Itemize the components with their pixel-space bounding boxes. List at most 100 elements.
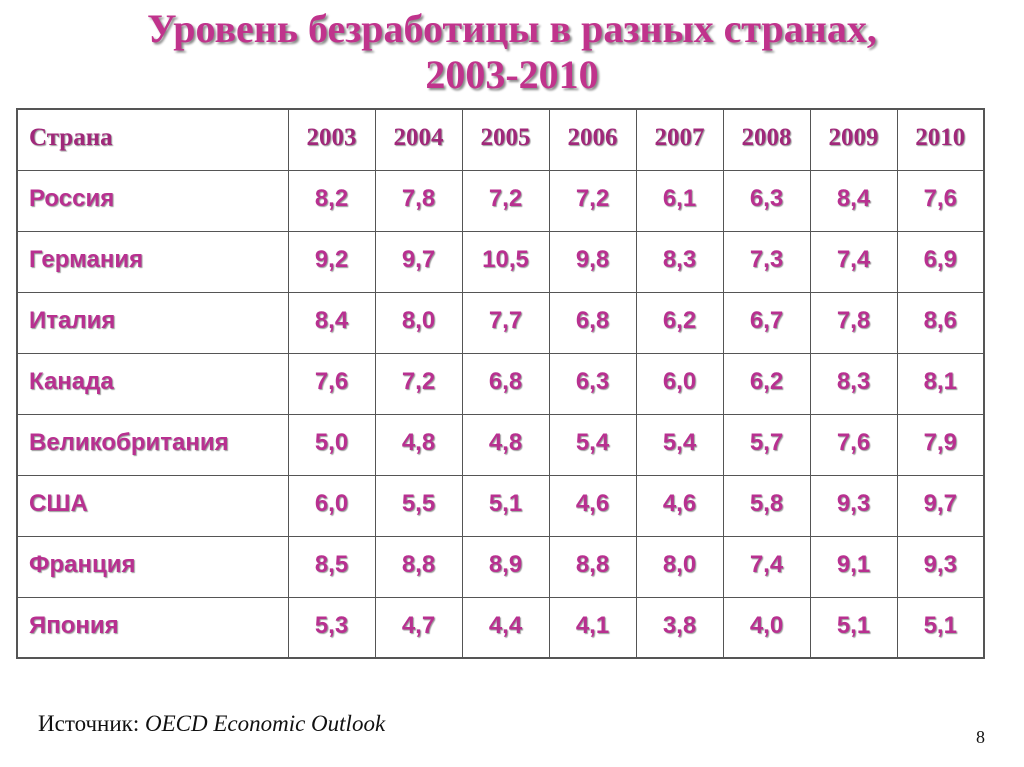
value-cell: 8,0 (635, 535, 724, 598)
value-cell: 8,4 (809, 169, 898, 232)
value-cell: 8,0 (374, 291, 463, 354)
value-cell: 9,3 (809, 474, 898, 537)
header-year: 2010 (896, 108, 985, 171)
value-cell: 7,3 (722, 230, 811, 293)
value-cell: 8,3 (635, 230, 724, 293)
table-row: США 6,0 5,5 5,1 4,6 4,6 5,8 9,3 9,7 (16, 474, 985, 537)
value-cell: 5,1 (809, 596, 898, 659)
country-cell: Россия (16, 169, 289, 232)
value-cell: 8,8 (548, 535, 637, 598)
value-cell: 6,0 (635, 352, 724, 415)
value-cell: 9,3 (896, 535, 985, 598)
value-cell: 8,4 (287, 291, 376, 354)
country-cell: Германия (16, 230, 289, 293)
value-cell: 7,2 (374, 352, 463, 415)
value-cell: 6,0 (287, 474, 376, 537)
value-cell: 9,8 (548, 230, 637, 293)
value-cell: 5,4 (635, 413, 724, 476)
header-country: Страна (16, 108, 289, 171)
value-cell: 7,2 (461, 169, 550, 232)
value-cell: 5,7 (722, 413, 811, 476)
value-cell: 6,7 (722, 291, 811, 354)
value-cell: 10,5 (461, 230, 550, 293)
table-header-row: Страна 2003 2004 2005 2006 2007 2008 200… (16, 108, 985, 171)
table-row: Италия 8,4 8,0 7,7 6,8 6,2 6,7 7,8 8,6 (16, 291, 985, 354)
value-cell: 9,7 (896, 474, 985, 537)
value-cell: 6,3 (548, 352, 637, 415)
value-cell: 6,8 (548, 291, 637, 354)
value-cell: 7,9 (896, 413, 985, 476)
header-year: 2005 (461, 108, 550, 171)
value-cell: 8,5 (287, 535, 376, 598)
title-line-1: Уровень безработицы в разных странах, (147, 6, 877, 51)
value-cell: 8,8 (374, 535, 463, 598)
value-cell: 7,4 (809, 230, 898, 293)
value-cell: 4,6 (635, 474, 724, 537)
table-row: Германия 9,2 9,7 10,5 9,8 8,3 7,3 7,4 6,9 (16, 230, 985, 293)
value-cell: 4,0 (722, 596, 811, 659)
source-note: Источник: OECD Economic Outlook (38, 711, 385, 737)
value-cell: 4,8 (461, 413, 550, 476)
value-cell: 7,8 (809, 291, 898, 354)
value-cell: 8,2 (287, 169, 376, 232)
value-cell: 4,7 (374, 596, 463, 659)
page-number: 8 (976, 727, 985, 747)
value-cell: 4,4 (461, 596, 550, 659)
header-year: 2008 (722, 108, 811, 171)
unemployment-table-container: Страна 2003 2004 2005 2006 2007 2008 200… (16, 108, 985, 659)
value-cell: 9,2 (287, 230, 376, 293)
country-cell: Италия (16, 291, 289, 354)
page-title: Уровень безработицы в разных странах, 20… (0, 6, 1024, 98)
table-row: Великобритания 5,0 4,8 4,8 5,4 5,4 5,7 7,6 7,9 (16, 413, 985, 476)
value-cell: 6,9 (896, 230, 985, 293)
header-year: 2009 (809, 108, 898, 171)
value-cell: 9,1 (809, 535, 898, 598)
value-cell: 7,6 (809, 413, 898, 476)
value-cell: 5,4 (548, 413, 637, 476)
value-cell: 9,7 (374, 230, 463, 293)
value-cell: 7,2 (548, 169, 637, 232)
value-cell: 8,6 (896, 291, 985, 354)
value-cell: 6,8 (461, 352, 550, 415)
value-cell: 5,1 (461, 474, 550, 537)
value-cell: 5,5 (374, 474, 463, 537)
value-cell: 8,1 (896, 352, 985, 415)
header-year: 2007 (635, 108, 724, 171)
header-year: 2004 (374, 108, 463, 171)
country-cell: Канада (16, 352, 289, 415)
country-cell: Великобритания (16, 413, 289, 476)
value-cell: 6,3 (722, 169, 811, 232)
source-label: Источник: (38, 711, 145, 736)
value-cell: 7,4 (722, 535, 811, 598)
value-cell: 5,0 (287, 413, 376, 476)
value-cell: 4,6 (548, 474, 637, 537)
country-cell: Франция (16, 535, 289, 598)
header-year: 2003 (287, 108, 376, 171)
value-cell: 8,9 (461, 535, 550, 598)
value-cell: 7,6 (287, 352, 376, 415)
unemployment-table: Страна 2003 2004 2005 2006 2007 2008 200… (16, 108, 985, 659)
value-cell: 5,8 (722, 474, 811, 537)
value-cell: 6,2 (722, 352, 811, 415)
table-row: Россия 8,2 7,8 7,2 7,2 6,1 6,3 8,4 7,6 (16, 169, 985, 232)
table-body: Россия 8,2 7,8 7,2 7,2 6,1 6,3 8,4 7,6 Германия 9,… (16, 169, 985, 659)
value-cell: 7,7 (461, 291, 550, 354)
country-cell: США (16, 474, 289, 537)
value-cell: 4,1 (548, 596, 637, 659)
country-cell: Япония (16, 596, 289, 659)
source-name: OECD Economic Outlook (144, 711, 386, 736)
value-cell: 6,1 (635, 169, 724, 232)
table-row: Канада 7,6 7,2 6,8 6,3 6,0 6,2 8,3 8,1 (16, 352, 985, 415)
value-cell: 8,3 (809, 352, 898, 415)
value-cell: 6,2 (635, 291, 724, 354)
table-row: Япония 5,3 4,7 4,4 4,1 3,8 4,0 5,1 5,1 (16, 596, 985, 659)
value-cell: 5,3 (287, 596, 376, 659)
header-year: 2006 (548, 108, 637, 171)
value-cell: 5,1 (896, 596, 985, 659)
value-cell: 4,8 (374, 413, 463, 476)
title-line-2: 2003-2010 (425, 52, 599, 97)
value-cell: 7,6 (896, 169, 985, 232)
value-cell: 7,8 (374, 169, 463, 232)
table-row: Франция 8,5 8,8 8,9 8,8 8,0 7,4 9,1 9,3 (16, 535, 985, 598)
value-cell: 3,8 (635, 596, 724, 659)
